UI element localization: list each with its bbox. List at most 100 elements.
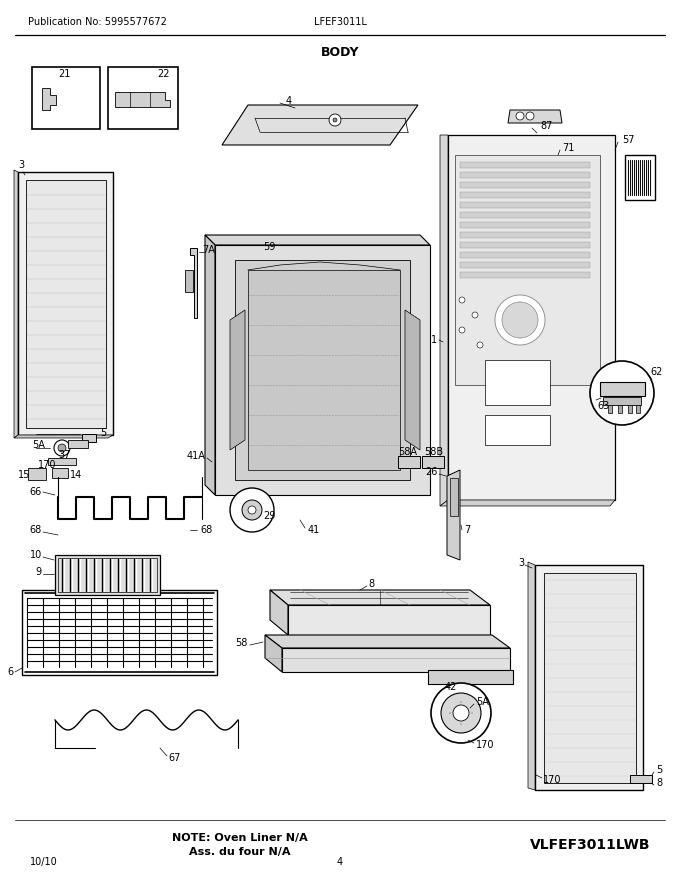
Circle shape <box>431 683 491 743</box>
Text: 8: 8 <box>656 778 662 788</box>
Polygon shape <box>440 135 448 506</box>
Circle shape <box>299 242 305 248</box>
Circle shape <box>295 238 309 252</box>
Bar <box>544 573 636 783</box>
Text: 58: 58 <box>236 638 248 648</box>
Bar <box>398 456 420 468</box>
Circle shape <box>58 444 66 452</box>
Text: 8: 8 <box>368 579 374 589</box>
Bar <box>485 415 550 445</box>
Text: 26: 26 <box>426 467 438 477</box>
Bar <box>185 270 193 292</box>
Polygon shape <box>405 310 420 450</box>
Circle shape <box>495 295 545 345</box>
Text: 62: 62 <box>650 367 662 377</box>
Text: 42: 42 <box>445 682 458 692</box>
Polygon shape <box>215 245 430 495</box>
Text: Publication No: 5995577672: Publication No: 5995577672 <box>28 17 167 27</box>
Polygon shape <box>270 590 288 635</box>
Text: Ass. du four N/A: Ass. du four N/A <box>189 847 291 857</box>
Polygon shape <box>222 105 418 145</box>
Bar <box>460 232 590 238</box>
Bar <box>460 222 590 228</box>
Circle shape <box>333 118 337 122</box>
Bar <box>600 382 645 396</box>
Polygon shape <box>235 260 410 480</box>
Text: BODY: BODY <box>321 46 359 58</box>
Bar <box>68 440 88 448</box>
Bar <box>52 468 68 478</box>
Circle shape <box>502 302 538 338</box>
Text: 3: 3 <box>18 160 24 170</box>
Text: 7A: 7A <box>202 245 215 255</box>
Text: 170: 170 <box>543 775 562 785</box>
Text: VLFEF3011LWB: VLFEF3011LWB <box>530 838 650 852</box>
Polygon shape <box>42 88 56 110</box>
Text: 5: 5 <box>100 428 106 438</box>
Polygon shape <box>265 635 282 672</box>
Text: 15: 15 <box>18 470 31 480</box>
Polygon shape <box>528 562 535 790</box>
Polygon shape <box>270 590 490 605</box>
Polygon shape <box>440 500 615 506</box>
Text: 63: 63 <box>597 401 609 411</box>
Bar <box>630 775 652 783</box>
Bar <box>455 155 600 385</box>
Circle shape <box>459 297 465 303</box>
Bar <box>460 252 590 258</box>
Polygon shape <box>115 92 170 107</box>
Bar <box>58 558 157 592</box>
Text: 4: 4 <box>286 96 292 106</box>
Text: NOTE: Oven Liner N/A: NOTE: Oven Liner N/A <box>172 833 308 843</box>
Text: 66: 66 <box>30 487 42 497</box>
Bar <box>22 590 217 675</box>
Text: 58B: 58B <box>424 447 443 457</box>
Polygon shape <box>508 110 562 123</box>
Bar <box>460 162 590 168</box>
Bar <box>28 468 46 480</box>
Bar <box>26 180 106 428</box>
Text: 3: 3 <box>518 558 524 568</box>
Text: 68: 68 <box>200 525 212 535</box>
Text: 41: 41 <box>308 525 320 535</box>
Text: 21: 21 <box>58 69 71 79</box>
Bar <box>460 202 590 208</box>
Polygon shape <box>448 135 615 500</box>
Bar <box>450 478 458 516</box>
Polygon shape <box>535 565 643 790</box>
Text: 1: 1 <box>431 335 437 345</box>
Bar <box>298 235 306 245</box>
Circle shape <box>441 693 481 733</box>
Bar <box>636 405 640 413</box>
Bar <box>55 555 160 595</box>
Text: 170: 170 <box>476 740 494 750</box>
Polygon shape <box>14 435 113 438</box>
Polygon shape <box>265 635 510 648</box>
Text: 41A: 41A <box>186 451 205 461</box>
Polygon shape <box>288 605 490 635</box>
Circle shape <box>230 488 274 532</box>
Circle shape <box>54 440 70 456</box>
Text: 22: 22 <box>158 69 170 79</box>
Bar <box>82 434 96 442</box>
Bar <box>460 242 590 248</box>
Bar <box>603 397 641 405</box>
Bar <box>485 360 550 405</box>
Bar <box>608 405 612 413</box>
Text: 10: 10 <box>30 550 42 560</box>
Bar <box>460 272 590 278</box>
Bar <box>628 405 632 413</box>
Text: 5: 5 <box>656 765 662 775</box>
Polygon shape <box>282 648 510 672</box>
Text: 57: 57 <box>622 135 634 145</box>
Text: 7: 7 <box>464 525 471 535</box>
Bar <box>618 405 622 413</box>
Polygon shape <box>230 310 245 450</box>
Text: 5A: 5A <box>476 697 489 707</box>
Polygon shape <box>447 470 460 560</box>
Circle shape <box>526 112 534 120</box>
Bar <box>460 182 590 188</box>
Text: 71: 71 <box>562 143 575 153</box>
Bar <box>422 456 444 468</box>
Polygon shape <box>205 235 215 495</box>
